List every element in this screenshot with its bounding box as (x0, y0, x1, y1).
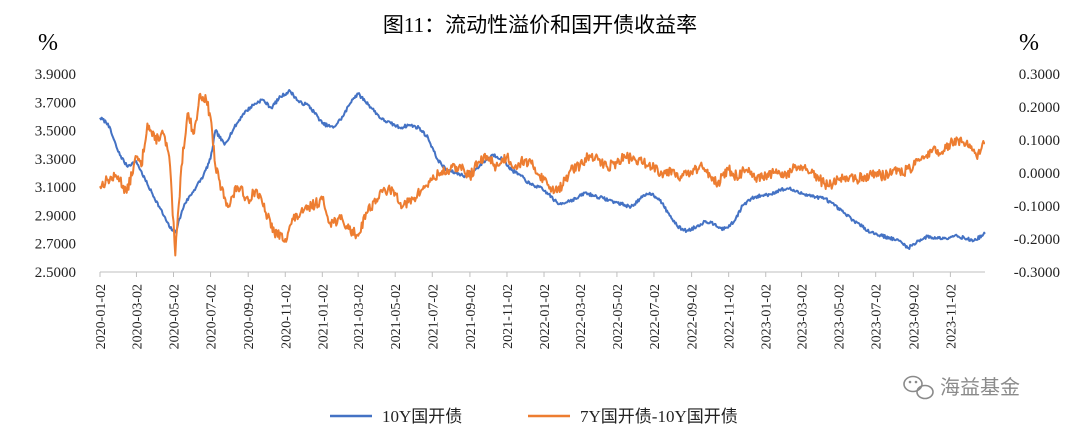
x-tick-label: 2022-09-02 (686, 284, 701, 349)
x-tick-label: 2021-07-02 (426, 284, 441, 349)
left-tick-label: 3.3000 (35, 152, 76, 168)
x-tick-label: 2020-11-02 (279, 284, 294, 349)
x-tick-label: 2021-09-02 (464, 284, 479, 349)
right-tick-label: 0.0000 (1019, 166, 1060, 182)
watermark-text: 海益基金 (940, 375, 1020, 399)
left-tick-label: 2.9000 (35, 208, 76, 224)
right-tick-label: -0.3000 (1014, 265, 1060, 281)
left-tick-label: 2.5000 (35, 265, 76, 281)
plot-area (99, 89, 986, 257)
x-tick-label: 2021-03-02 (352, 284, 367, 349)
left-tick-label: 3.7000 (35, 95, 76, 111)
legend-label-spread: 7Y国开债-10Y国开债 (580, 407, 738, 426)
x-tick-label: 2023-09-02 (907, 284, 922, 349)
x-tick-label: 2023-01-02 (760, 284, 775, 349)
x-tick-label: 2022-01-02 (538, 284, 553, 349)
x-tick-label: 2022-11-02 (723, 284, 738, 349)
right-tick-label: -0.1000 (1014, 199, 1060, 215)
left-tick-label: 3.1000 (35, 180, 76, 196)
x-tick-label: 2022-03-02 (574, 284, 589, 349)
x-tick-label: 2020-09-02 (242, 284, 257, 349)
left-tick-label: 3.5000 (35, 124, 76, 140)
legend: 10Y国开债 7Y国开债-10Y国开债 (330, 407, 738, 426)
series-line-spread (99, 92, 986, 257)
left-axis-unit: % (38, 30, 58, 56)
right-tick-label: 0.2000 (1019, 100, 1060, 116)
watermark: 海益基金 (903, 375, 1020, 400)
left-axis: 3.9000 3.7000 3.5000 3.3000 3.1000 2.9000 2.70… (35, 67, 76, 281)
left-tick-label: 3.9000 (35, 67, 76, 83)
right-axis: 0.3000 0.2000 0.1000 0.0000 -0.1000 -0.2000 -0… (1014, 67, 1060, 281)
x-tick-label: 2020-03-02 (130, 284, 145, 349)
x-tick-label: 2020-07-02 (205, 284, 220, 349)
x-axis: 2020-01-02 2020-03-02 2020-05-02 2020-07-02… (94, 272, 959, 349)
x-tick-label: 2023-05-02 (833, 284, 848, 349)
x-tick-label: 2020-01-02 (94, 284, 109, 349)
legend-item-10y: 10Y国开债 (330, 407, 462, 426)
wechat-icon (903, 375, 934, 400)
x-tick-label: 2021-05-02 (389, 284, 404, 349)
right-tick-label: 0.3000 (1019, 67, 1060, 83)
right-tick-label: 0.1000 (1019, 133, 1060, 149)
right-tick-label: -0.2000 (1014, 232, 1060, 248)
series-line-10y (99, 89, 986, 250)
legend-item-spread: 7Y国开债-10Y国开债 (528, 407, 738, 426)
x-tick-label: 2020-05-02 (167, 284, 182, 349)
x-tick-label: 2023-03-02 (796, 284, 811, 349)
x-tick-label: 2023-07-02 (870, 284, 885, 349)
x-tick-label: 2022-07-02 (648, 284, 663, 349)
legend-label-10y: 10Y国开债 (382, 407, 462, 426)
x-tick-label: 2021-11-02 (501, 284, 516, 349)
right-axis-unit: % (1019, 30, 1039, 56)
x-tick-label: 2021-01-02 (316, 284, 331, 349)
left-tick-label: 2.7000 (35, 237, 76, 253)
chart-title: 图11：流动性溢价和国开债收益率 (383, 13, 697, 37)
x-tick-label: 2022-05-02 (611, 284, 626, 349)
x-tick-label: 2023-11-02 (944, 284, 959, 349)
